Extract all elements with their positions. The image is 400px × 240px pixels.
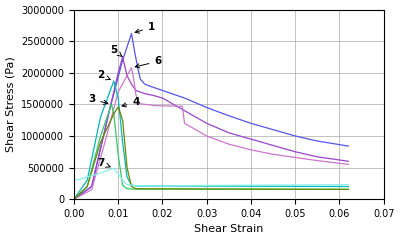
Text: 1: 1	[135, 22, 155, 33]
Text: 7: 7	[97, 158, 110, 168]
Text: 3: 3	[88, 94, 108, 104]
Text: 4: 4	[122, 97, 140, 108]
Text: 6: 6	[135, 56, 162, 68]
X-axis label: Shear Strain: Shear Strain	[194, 224, 264, 234]
Text: 2: 2	[97, 70, 110, 80]
Y-axis label: Shear Stress (Pa): Shear Stress (Pa)	[6, 56, 16, 152]
Text: 5: 5	[110, 45, 122, 57]
